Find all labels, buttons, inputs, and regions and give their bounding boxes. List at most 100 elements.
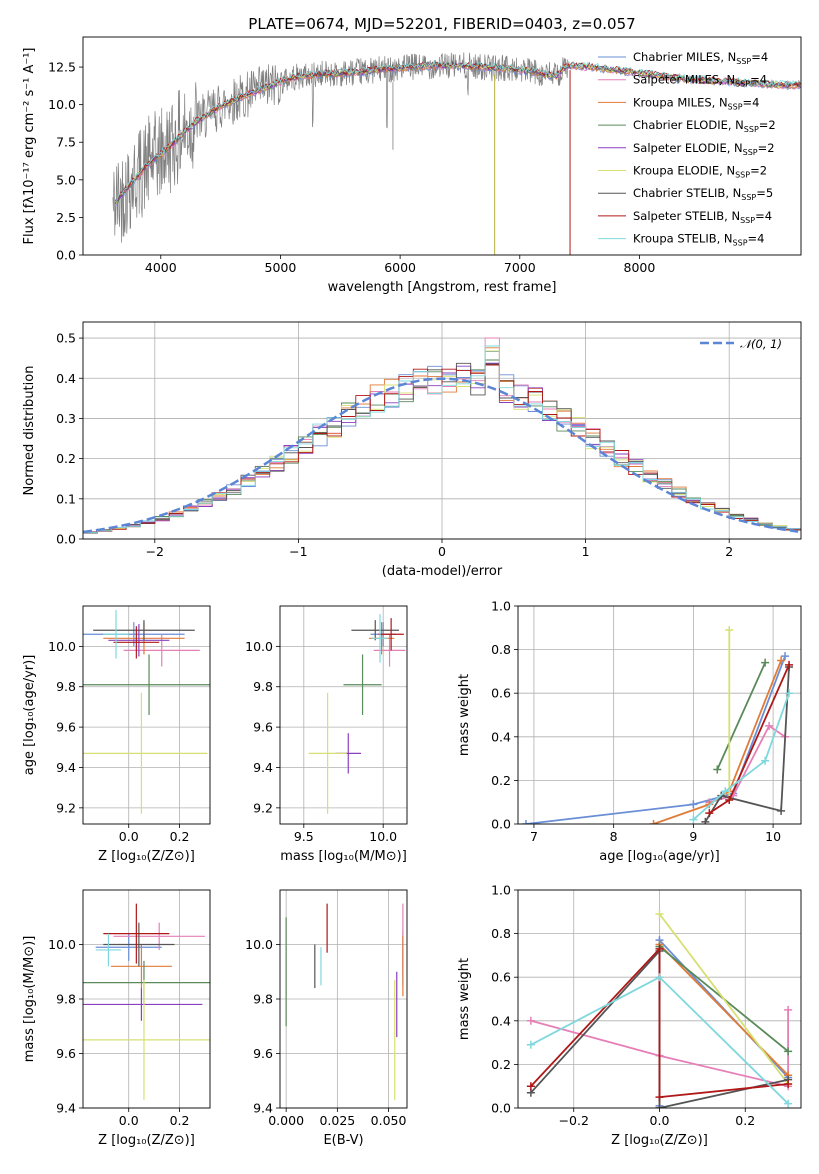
weight-marker — [777, 656, 786, 665]
y-tick-label: 1.0 — [491, 599, 511, 614]
error-bar-point — [103, 610, 129, 659]
legend-label: Kroupa MILES, NSSP=4 — [633, 95, 759, 111]
y-tick-label: 10.0 — [48, 97, 76, 112]
legend-label: Kroupa STELIB, NSSP=4 — [633, 232, 764, 248]
legend: Chabrier MILES, NSSP=4 Salpeter MILES, NS… — [598, 50, 776, 248]
axes-frame — [517, 889, 802, 1109]
observed-spectrum — [112, 52, 569, 243]
error-bar-point — [108, 624, 170, 657]
weight-vs-metallicity-panel: −0.2 0.0 0.2 0.0 0.2 0.4 0.6 0.8 1.0 Z [log₁₀(Z/Z… — [457, 883, 802, 1148]
weight-marker — [526, 1040, 535, 1049]
y-axis-label: Flux [fλ10⁻¹⁷ erg cm⁻² s⁻¹ A⁻¹] — [22, 48, 37, 245]
weight-marker — [785, 660, 794, 669]
x-tick-label: 9 — [689, 829, 697, 844]
axes-frame — [82, 321, 802, 540]
weight-marker — [526, 1016, 535, 1025]
y-tick-label: 5.0 — [56, 172, 76, 187]
y-tick-label: 0.3 — [56, 411, 76, 426]
weight-line — [530, 946, 789, 1099]
weight-series — [526, 944, 793, 1102]
legend-label: Salpeter ELODIE, NSSP=2 — [633, 141, 775, 157]
weight-marker — [655, 973, 664, 982]
x-tick-label: 8000 — [624, 260, 656, 275]
y-tick-label: 9.4 — [56, 760, 76, 775]
error-bar-point — [103, 922, 175, 967]
plot-area — [83, 337, 801, 539]
weight-marker — [701, 817, 710, 824]
x-tick-label: 4000 — [145, 260, 177, 275]
weight-marker — [713, 765, 722, 774]
weight-marker — [777, 806, 786, 815]
error-bar-point — [83, 692, 208, 814]
x-tick-label: 0.000 — [268, 1113, 304, 1128]
y-axis-label: mass weight — [457, 674, 472, 756]
x-tick-label: 0.0 — [119, 829, 139, 844]
y-tick-label: 0.6 — [491, 686, 511, 701]
weight-marker — [784, 1080, 793, 1089]
age-vs-metallicity-panel: 0.0 0.2 9.2 9.4 9.6 9.8 10.0 Z [log₁₀(Z/Z⊙)] age… — [22, 605, 211, 864]
weight-line — [658, 913, 789, 1085]
y-tick-label: 12.5 — [48, 60, 76, 75]
error-bar-point — [110, 944, 172, 989]
legend-label: Salpeter STELIB, NSSP=4 — [633, 209, 772, 225]
y-tick-label: 9.6 — [56, 720, 76, 735]
error-bar-point — [103, 903, 170, 964]
x-tick-label: 0.0 — [119, 1113, 139, 1128]
weight-series — [705, 721, 790, 807]
weight-line — [525, 655, 786, 824]
x-tick-label: 0.2 — [170, 829, 190, 844]
axes: −2 −1 0 1 2 0.0 0.1 0.2 0.3 0.4 0.5 (data-model)/er… — [22, 321, 802, 579]
error-bar-point — [378, 618, 404, 651]
axes: 7 8 9 10 0.0 0.2 0.4 0.6 0.8 1.0 age [log₁₀(age/yr… — [457, 599, 802, 864]
error-bar-point — [113, 626, 160, 659]
weight-marker — [785, 689, 794, 698]
weight-marker — [705, 809, 714, 818]
y-tick-label: 0.0 — [56, 532, 76, 547]
error-bar-point — [83, 654, 210, 715]
plot-area — [83, 903, 210, 1100]
weight-marker — [725, 796, 734, 805]
x-tick-label: −0.2 — [559, 1113, 589, 1128]
weight-marker — [784, 1099, 793, 1108]
y-tick-label: 0.2 — [56, 451, 76, 466]
x-tick-label: 0.050 — [371, 1113, 407, 1128]
x-tick-label: 0.025 — [319, 1113, 355, 1128]
normal-curve — [83, 377, 799, 534]
y-tick-label: 9.6 — [56, 1046, 76, 1061]
plot-area — [83, 610, 210, 814]
error-bar-point — [113, 922, 205, 950]
error-bar-point — [83, 988, 203, 1021]
residual-histogram — [83, 345, 801, 539]
weight-marker — [761, 658, 770, 667]
axes-frame — [279, 889, 408, 1109]
weight-vs-age-panel: 7 8 9 10 0.0 0.2 0.4 0.6 0.8 1.0 age [log₁₀(age/yr… — [457, 599, 802, 864]
x-axis-label: Z [log₁₀(Z/Z⊙)] — [611, 1133, 708, 1148]
axes-frame — [279, 605, 408, 825]
mass-vs-reddening-panel: 0.000 0.025 0.050 9.4 9.6 9.8 10.0 E(B-V) — [245, 889, 408, 1148]
weight-series — [713, 658, 770, 774]
axes: 0.0 0.2 9.2 9.4 9.6 9.8 10.0 Z [log₁₀(Z/Z⊙)] age… — [22, 605, 211, 864]
weight-series — [701, 663, 794, 824]
y-tick-label: 9.8 — [56, 679, 76, 694]
axes: 0.000 0.025 0.050 9.4 9.6 9.8 10.0 E(B-V) — [245, 889, 408, 1148]
y-tick-label: 10.0 — [48, 937, 76, 952]
error-bar-point — [95, 933, 122, 967]
weight-marker — [781, 652, 790, 661]
grid-lines — [83, 890, 210, 1109]
y-tick-label: 9.2 — [253, 800, 273, 815]
x-tick-label: 0.2 — [170, 1113, 190, 1128]
y-tick-label: 9.8 — [253, 992, 273, 1007]
x-axis-label: (data-model)/error — [382, 564, 503, 579]
axes: 4000 5000 6000 7000 8000 0.0 2.5 5.0 7.5 10.0 12.5… — [22, 36, 802, 295]
error-bar-point — [83, 979, 210, 1100]
weight-series — [705, 660, 794, 818]
weight-series — [689, 689, 794, 824]
x-tick-label: 9.5 — [294, 829, 314, 844]
weight-marker — [784, 1005, 793, 1014]
legend-label: Chabrier ELODIE, NSSP=2 — [633, 118, 776, 134]
axes: 0.0 0.2 9.4 9.6 9.8 10.0 Z [log₁₀(Z/Z⊙)] mass [… — [22, 889, 211, 1148]
axes: 9.5 10.0 9.2 9.4 9.6 9.8 10.0 mass [log₁₀(M/M⊙)… — [245, 605, 408, 864]
residual-histogram-panel: −2 −1 0 1 2 0.0 0.1 0.2 0.3 0.4 0.5 (data-model)/er… — [22, 321, 802, 579]
axes-frame — [82, 889, 211, 1109]
weight-marker — [689, 815, 698, 824]
